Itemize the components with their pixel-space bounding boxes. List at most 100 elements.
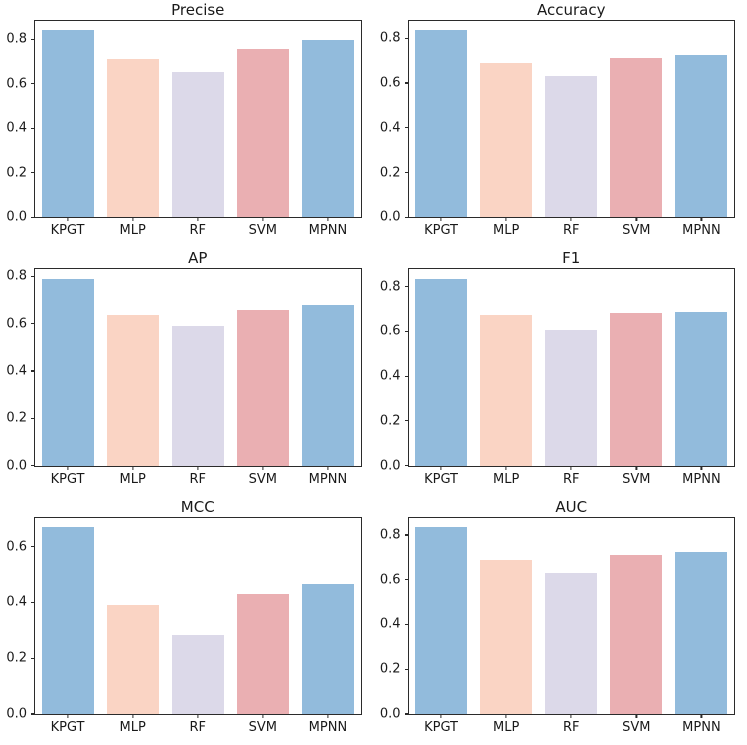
y-tick-label: 0.4 (379, 120, 401, 136)
x-tick-mark (327, 713, 329, 718)
bar-mlp (106, 59, 159, 218)
chart-title-mcc: MCC (180, 497, 215, 516)
y-tick-label: 0.2 (379, 413, 401, 429)
x-tick-label-kpgt: KPGT (50, 719, 85, 735)
y-tick-label: 0.6 (6, 76, 27, 92)
x-tick-mark (66, 713, 69, 718)
y-tick-mark (404, 623, 409, 626)
x-tick-label-mpnn: MPNN (682, 719, 721, 735)
y-tick-mark (404, 375, 409, 377)
y-tick-label: 0.0 (379, 209, 401, 225)
y-tick-mark (404, 330, 409, 332)
y-tick-label: 0.6 (6, 316, 27, 332)
x-tick-mark (635, 713, 637, 718)
x-tick-label-mpnn: MPNN (308, 223, 348, 239)
chart-ap: AP 0.0 0.2 0.4 0.6 0.8 KPGT MLP RF SVM MPNN (0, 248, 374, 496)
chart-precise: Precise 0.0 0.2 0.4 0.6 0.8 KPGT MLP RF SVM MPNN (0, 0, 374, 248)
x-tick-mark (700, 217, 703, 222)
x-tick-mark (262, 713, 264, 718)
x-tick-label-kpgt: KPGT (50, 471, 85, 487)
y-tick-mark (31, 83, 35, 85)
x-tick-label-rf: RF (189, 223, 207, 239)
y-tick-mark (31, 657, 35, 659)
plot-area-precise: 0.0 0.2 0.4 0.6 0.8 KPGT MLP RF SVM MPNN (6, 20, 362, 237)
x-tick-label-mlp: MLP (119, 471, 146, 487)
bar-svm (236, 49, 289, 218)
y-tick-mark (404, 420, 409, 422)
plot-area-mcc: 0.0 0.2 0.4 0.6 KPGT MLP RF SVM MPNN (6, 516, 362, 734)
y-tick-mark (404, 465, 409, 467)
x-tick-mark (440, 713, 442, 718)
y-tick-mark (31, 216, 35, 218)
bar-rf (171, 326, 224, 466)
x-tick-label-kpgt: KPGT (424, 719, 459, 735)
x-tick-label-svm: SVM (622, 719, 651, 735)
y-tick-mark (31, 546, 35, 548)
y-tick-label: 0.6 (379, 323, 401, 339)
chart-f1: F1 0.0 0.2 0.4 0.6 0.8 KPGT MLP RF SVM MPNN (374, 248, 747, 496)
bar-kpgt (415, 278, 468, 466)
bar-svm (610, 555, 663, 714)
y-tick-label: 0.8 (379, 279, 401, 295)
bar-mpnn (301, 584, 354, 714)
y-tick-label: 0.6 (379, 75, 401, 91)
y-tick-label: 0.6 (379, 572, 401, 588)
bar-mpnn (675, 55, 728, 218)
plot-area-accuracy: 0.0 0.2 0.4 0.6 0.8 KPGT MLP RF SVM MPNN (380, 20, 735, 237)
x-tick-mark (440, 217, 442, 222)
x-tick-mark (197, 217, 199, 222)
y-tick-mark (404, 37, 409, 39)
chart-title-accuracy: Accuracy (537, 1, 606, 19)
x-tick-mark (570, 465, 572, 470)
y-tick-mark (31, 127, 35, 129)
y-tick-label: 0.0 (6, 209, 27, 225)
y-tick-mark (31, 172, 35, 174)
x-tick-label-svm: SVM (248, 471, 278, 487)
x-tick-label-mlp: MLP (492, 223, 520, 239)
x-tick-mark (66, 217, 69, 222)
bar-rf (171, 634, 224, 714)
y-tick-label: 0.8 (379, 527, 401, 543)
x-tick-mark (197, 465, 199, 470)
x-tick-label-mpnn: MPNN (308, 719, 348, 735)
bar-mlp (480, 62, 533, 218)
y-tick-label: 0.8 (379, 30, 401, 46)
y-tick-mark (31, 38, 35, 40)
x-tick-mark (570, 217, 572, 222)
y-tick-label: 0.0 (379, 706, 401, 722)
x-tick-label-kpgt: KPGT (424, 471, 459, 487)
x-tick-mark (505, 713, 507, 718)
x-tick-label-mpnn: MPNN (308, 471, 348, 487)
x-tick-label-kpgt: KPGT (424, 223, 459, 239)
x-tick-mark (327, 465, 329, 470)
bar-mlp (106, 315, 159, 466)
chart-title-ap: AP (188, 249, 208, 268)
plot-area-auc: 0.0 0.2 0.4 0.6 0.8 KPGT MLP RF SVM MPNN (380, 516, 735, 734)
chart-auc: AUC 0.0 0.2 0.4 0.6 0.8 KPGT MLP RF SVM MPNN (374, 497, 747, 745)
bar-kpgt (415, 30, 468, 218)
y-tick-mark (31, 417, 35, 419)
y-tick-mark (404, 668, 409, 670)
x-tick-mark (505, 465, 507, 470)
y-tick-label: 0.8 (6, 268, 27, 284)
y-tick-label: 0.0 (379, 458, 401, 474)
x-tick-mark (132, 465, 134, 470)
y-tick-label: 0.8 (6, 31, 27, 47)
plot-area-ap: 0.0 0.2 0.4 0.6 0.8 KPGT MLP RF SVM MPNN (6, 268, 362, 486)
y-tick-mark (404, 713, 409, 715)
y-tick-label: 0.0 (6, 458, 27, 474)
x-tick-mark (700, 465, 703, 470)
bar-rf (545, 330, 598, 466)
x-tick-label-mlp: MLP (492, 719, 520, 735)
y-tick-mark (404, 534, 409, 536)
y-tick-label: 0.2 (379, 165, 401, 181)
x-tick-mark (635, 465, 637, 470)
x-tick-mark (66, 465, 69, 470)
y-tick-label: 0.4 (6, 120, 27, 136)
y-tick-mark (404, 216, 409, 218)
y-tick-label: 0.2 (6, 165, 27, 181)
y-tick-label: 0.2 (6, 650, 27, 666)
bar-kpgt (41, 30, 94, 218)
bar-svm (610, 312, 663, 466)
y-tick-label: 0.2 (6, 410, 27, 426)
